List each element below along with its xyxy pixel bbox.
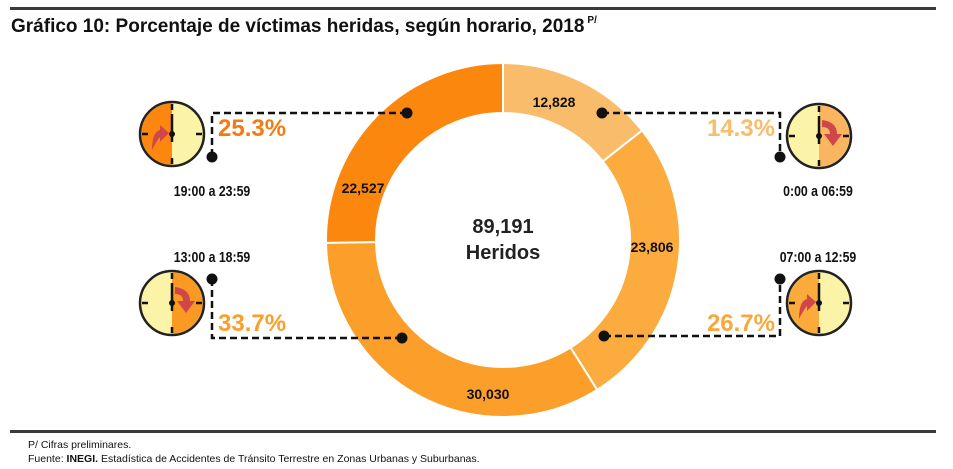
leader-dot-end	[774, 273, 786, 285]
slice-value-label: 23,806	[631, 239, 674, 255]
clock-icons	[138, 100, 853, 337]
leader-dot-end	[774, 151, 786, 163]
clock-icon	[138, 269, 206, 337]
time-range-label: 19:00 a 23:59	[174, 183, 251, 199]
clock-center	[816, 300, 822, 306]
slice-value-label: 22,527	[342, 180, 385, 196]
donut-slice-s3	[325, 61, 504, 244]
title-superscript: P/	[587, 15, 597, 26]
source-text: Estadística de Accidentes de Tránsito Te…	[100, 453, 480, 465]
clock-icon	[785, 102, 853, 170]
leader-dot-ring	[598, 330, 610, 342]
chart-title-text: Gráfico 10: Porcentaje de víctimas herid…	[11, 16, 585, 37]
chart-title: Gráfico 10: Porcentaje de víctimas herid…	[11, 15, 597, 38]
time-range-label: 13:00 a 18:59	[174, 249, 251, 265]
leader-dot-ring	[596, 107, 608, 119]
top-rule	[10, 7, 936, 10]
chart-labels: 12,828 23,806 30,030 22,527 89,191 Heridos 14.…	[174, 94, 857, 402]
clock-icon	[138, 100, 206, 168]
center-total-value: 89,191	[472, 216, 533, 238]
clock-icon	[785, 269, 853, 337]
donut-slice-s2	[325, 241, 599, 418]
arrow-up-icon	[799, 294, 816, 319]
slice-value-label: 30,030	[467, 386, 510, 402]
donut-slice-s1	[569, 129, 681, 392]
donut-slices	[325, 61, 681, 418]
leader-line	[602, 111, 782, 157]
footnote-source: Fuente: INEGI. Estadística de Accidentes…	[28, 453, 480, 465]
clock-center	[169, 300, 175, 306]
arrow-down-icon	[175, 287, 195, 313]
time-range-label: 0:00 a 06:59	[783, 183, 853, 199]
percent-label: 25.3%	[218, 115, 286, 142]
time-range-label: 07:00 a 12:59	[780, 249, 857, 265]
clock-center	[169, 131, 175, 137]
footnote-preliminary: P/ Cifras preliminares.	[28, 439, 132, 451]
leader-dot-end	[206, 151, 218, 163]
leader-line	[210, 111, 407, 157]
leader-line	[604, 279, 782, 338]
leader-dot-ring	[401, 107, 413, 119]
leader-dot-end	[206, 273, 218, 285]
percent-label: 33.7%	[218, 310, 286, 337]
leader-line	[210, 279, 402, 340]
bottom-rule	[10, 430, 936, 433]
slice-value-label: 12,828	[533, 94, 576, 110]
center-total-text: Heridos	[466, 242, 540, 264]
arrow-up-icon	[152, 125, 169, 150]
percent-label: 26.7%	[707, 310, 775, 337]
percent-label: 14.3%	[707, 115, 775, 142]
clock-center	[816, 133, 822, 139]
arrow-down-icon	[822, 120, 842, 146]
leader-lines	[206, 107, 786, 344]
leader-dot-ring	[396, 332, 408, 344]
source-org: INEGI.	[66, 453, 99, 465]
source-prefix: Fuente:	[28, 453, 64, 465]
